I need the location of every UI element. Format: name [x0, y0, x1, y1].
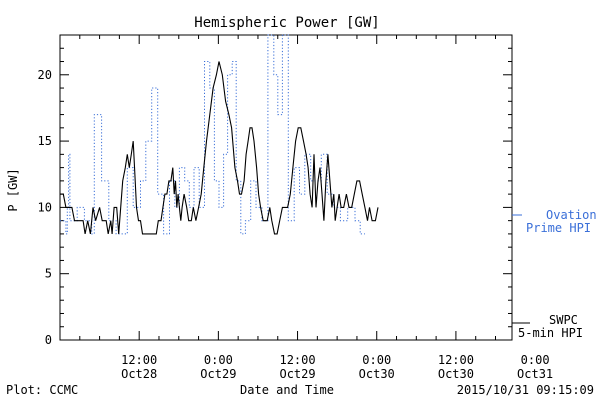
series-ovation-prime-line [60, 34, 365, 235]
x-tick-label-date: Oct30 [438, 367, 474, 381]
y-axis-label: P [GW] [6, 168, 20, 211]
y-tick-label: 10 [38, 200, 52, 214]
plot-border [59, 34, 513, 341]
legend-ovation-label-line2: Prime HPI [526, 221, 591, 235]
x-tick-label-date: Oct30 [359, 367, 395, 381]
y-tick-label: 20 [38, 68, 52, 82]
x-tick-label-date: Oct29 [200, 367, 236, 381]
legend-ovation-label-line1: Ovation [546, 208, 597, 222]
timestamp: 2015/10/31 09:15:09 [457, 383, 594, 397]
y-axis: 0 5 10 15 20 [38, 34, 512, 347]
y-tick-label: 5 [45, 267, 52, 281]
plot-credit: Plot: CCMC [6, 383, 78, 397]
x-tick-label-date: Oct28 [121, 367, 157, 381]
x-tick-label-time: 12:00 [279, 353, 315, 367]
x-tick-label-date: Oct31 [517, 367, 553, 381]
x-tick-label-time: 0:00 [204, 353, 233, 367]
x-axis: 12:00Oct280:00Oct2912:00Oct290:00Oct3012… [59, 35, 553, 381]
x-tick-label-time: 12:00 [121, 353, 157, 367]
y-tick-label: 15 [38, 134, 52, 148]
x-axis-label: Date and Time [240, 383, 334, 397]
x-tick-label-date: Oct29 [279, 367, 315, 381]
legend-swpc-label-line2: 5-min HPI [518, 326, 583, 340]
plot-area [59, 34, 513, 341]
x-tick-label-time: 12:00 [438, 353, 474, 367]
legend-swpc: SWPC 5-min HPI [512, 313, 583, 340]
chart-title: Hemispheric Power [GW] [194, 15, 379, 31]
y-tick-label: 0 [45, 333, 52, 347]
series-layer [60, 34, 379, 235]
legend-swpc-label-line1: SWPC [549, 313, 578, 327]
x-tick-label-time: 0:00 [521, 353, 550, 367]
series-swpc-line [60, 61, 379, 235]
legend-ovation: Ovation Prime HPI [512, 208, 597, 235]
x-tick-label-time: 0:00 [362, 353, 391, 367]
